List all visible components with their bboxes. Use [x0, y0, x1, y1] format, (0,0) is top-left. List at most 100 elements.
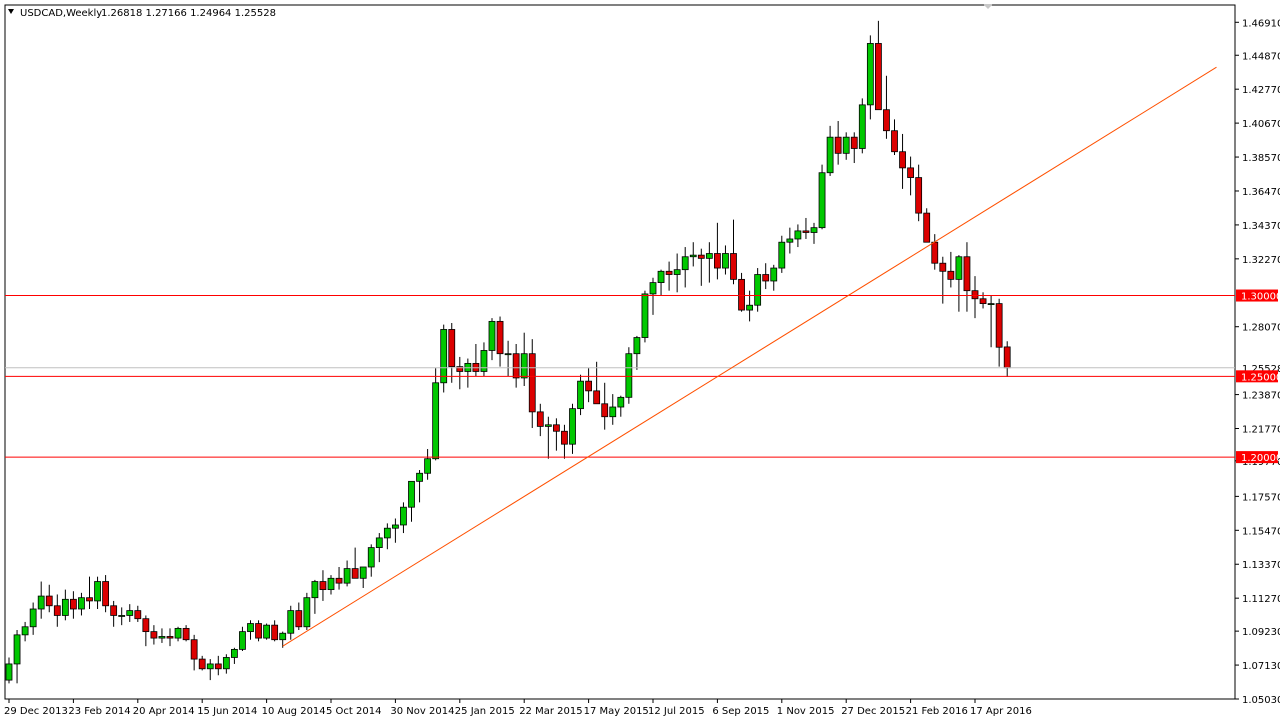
candle[interactable]: [182, 625, 190, 642]
candle[interactable]: [818, 164, 826, 230]
candle[interactable]: [585, 368, 592, 403]
candle[interactable]: [53, 594, 61, 627]
candle[interactable]: [239, 626, 246, 652]
candle[interactable]: [21, 621, 29, 642]
candle[interactable]: [391, 518, 399, 543]
candle[interactable]: [673, 253, 681, 293]
candle[interactable]: [891, 119, 898, 155]
candle[interactable]: [778, 235, 786, 273]
candle[interactable]: [70, 591, 77, 619]
candle[interactable]: [456, 356, 464, 390]
candle[interactable]: [408, 480, 415, 522]
candle[interactable]: [230, 647, 238, 664]
candle[interactable]: [730, 219, 737, 285]
candle[interactable]: [174, 626, 182, 642]
triangle-down-icon[interactable]: [8, 9, 14, 14]
candle[interactable]: [915, 164, 923, 222]
candle[interactable]: [609, 394, 617, 425]
candle[interactable]: [29, 602, 37, 635]
candle[interactable]: [78, 592, 85, 616]
candle[interactable]: [279, 631, 287, 648]
candle[interactable]: [995, 298, 1003, 367]
candle[interactable]: [214, 655, 222, 676]
candle[interactable]: [110, 600, 118, 627]
candle[interactable]: [649, 277, 657, 315]
candle[interactable]: [416, 470, 423, 503]
candle[interactable]: [834, 121, 842, 165]
candle[interactable]: [762, 263, 770, 290]
candle[interactable]: [295, 602, 303, 631]
candle[interactable]: [271, 620, 279, 642]
candle[interactable]: [561, 424, 568, 459]
candle[interactable]: [327, 575, 335, 595]
candle[interactable]: [142, 615, 150, 647]
candle[interactable]: [657, 269, 665, 296]
candle[interactable]: [714, 222, 721, 280]
candle[interactable]: [617, 395, 625, 417]
candle[interactable]: [786, 227, 794, 254]
candle[interactable]: [971, 276, 979, 319]
candle[interactable]: [472, 344, 480, 377]
candle[interactable]: [569, 403, 576, 454]
candle[interactable]: [738, 272, 745, 312]
candle[interactable]: [512, 344, 520, 388]
candle[interactable]: [520, 332, 528, 387]
candle[interactable]: [263, 623, 271, 640]
candle[interactable]: [979, 292, 987, 309]
candle[interactable]: [351, 547, 359, 579]
candle[interactable]: [504, 340, 512, 377]
candle[interactable]: [198, 655, 206, 671]
candle[interactable]: [206, 659, 214, 681]
candle[interactable]: [665, 261, 673, 291]
candle[interactable]: [553, 418, 560, 451]
candle[interactable]: [383, 523, 391, 550]
candle[interactable]: [947, 251, 955, 288]
candle[interactable]: [375, 533, 383, 563]
candle[interactable]: [311, 579, 319, 614]
candle[interactable]: [681, 247, 689, 288]
candle[interactable]: [222, 654, 230, 674]
candle[interactable]: [955, 255, 963, 312]
candle[interactable]: [86, 576, 93, 609]
candle[interactable]: [939, 256, 947, 304]
candle[interactable]: [480, 342, 488, 377]
candle[interactable]: [37, 581, 45, 619]
candle[interactable]: [432, 368, 440, 461]
candle[interactable]: [899, 133, 906, 189]
candle[interactable]: [923, 208, 931, 243]
candle[interactable]: [625, 347, 633, 404]
candle[interactable]: [150, 625, 158, 645]
candle[interactable]: [118, 607, 126, 626]
candle[interactable]: [907, 156, 914, 196]
candle[interactable]: [255, 620, 262, 642]
candle[interactable]: [424, 449, 432, 480]
candle[interactable]: [440, 324, 448, 393]
candle[interactable]: [134, 605, 142, 622]
candle[interactable]: [335, 566, 343, 590]
candle[interactable]: [5, 657, 13, 684]
candle[interactable]: [641, 290, 649, 343]
candle[interactable]: [544, 416, 552, 459]
candle[interactable]: [158, 628, 166, 643]
candle[interactable]: [61, 589, 69, 621]
chart-shift-marker-icon[interactable]: [983, 4, 993, 9]
candle[interactable]: [448, 322, 456, 383]
candle[interactable]: [190, 634, 198, 671]
candle[interactable]: [319, 570, 327, 601]
candle[interactable]: [166, 628, 174, 647]
candle[interactable]: [400, 502, 407, 534]
trendline[interactable]: [282, 66, 1217, 647]
candle[interactable]: [842, 132, 850, 160]
candle[interactable]: [287, 605, 295, 640]
candle[interactable]: [826, 125, 834, 176]
candle[interactable]: [866, 35, 874, 120]
candle[interactable]: [94, 576, 101, 609]
candle[interactable]: [126, 604, 134, 622]
candle[interactable]: [794, 224, 802, 248]
candle[interactable]: [754, 268, 762, 312]
candle[interactable]: [464, 358, 472, 388]
candle[interactable]: [810, 222, 818, 244]
candle[interactable]: [577, 374, 584, 416]
